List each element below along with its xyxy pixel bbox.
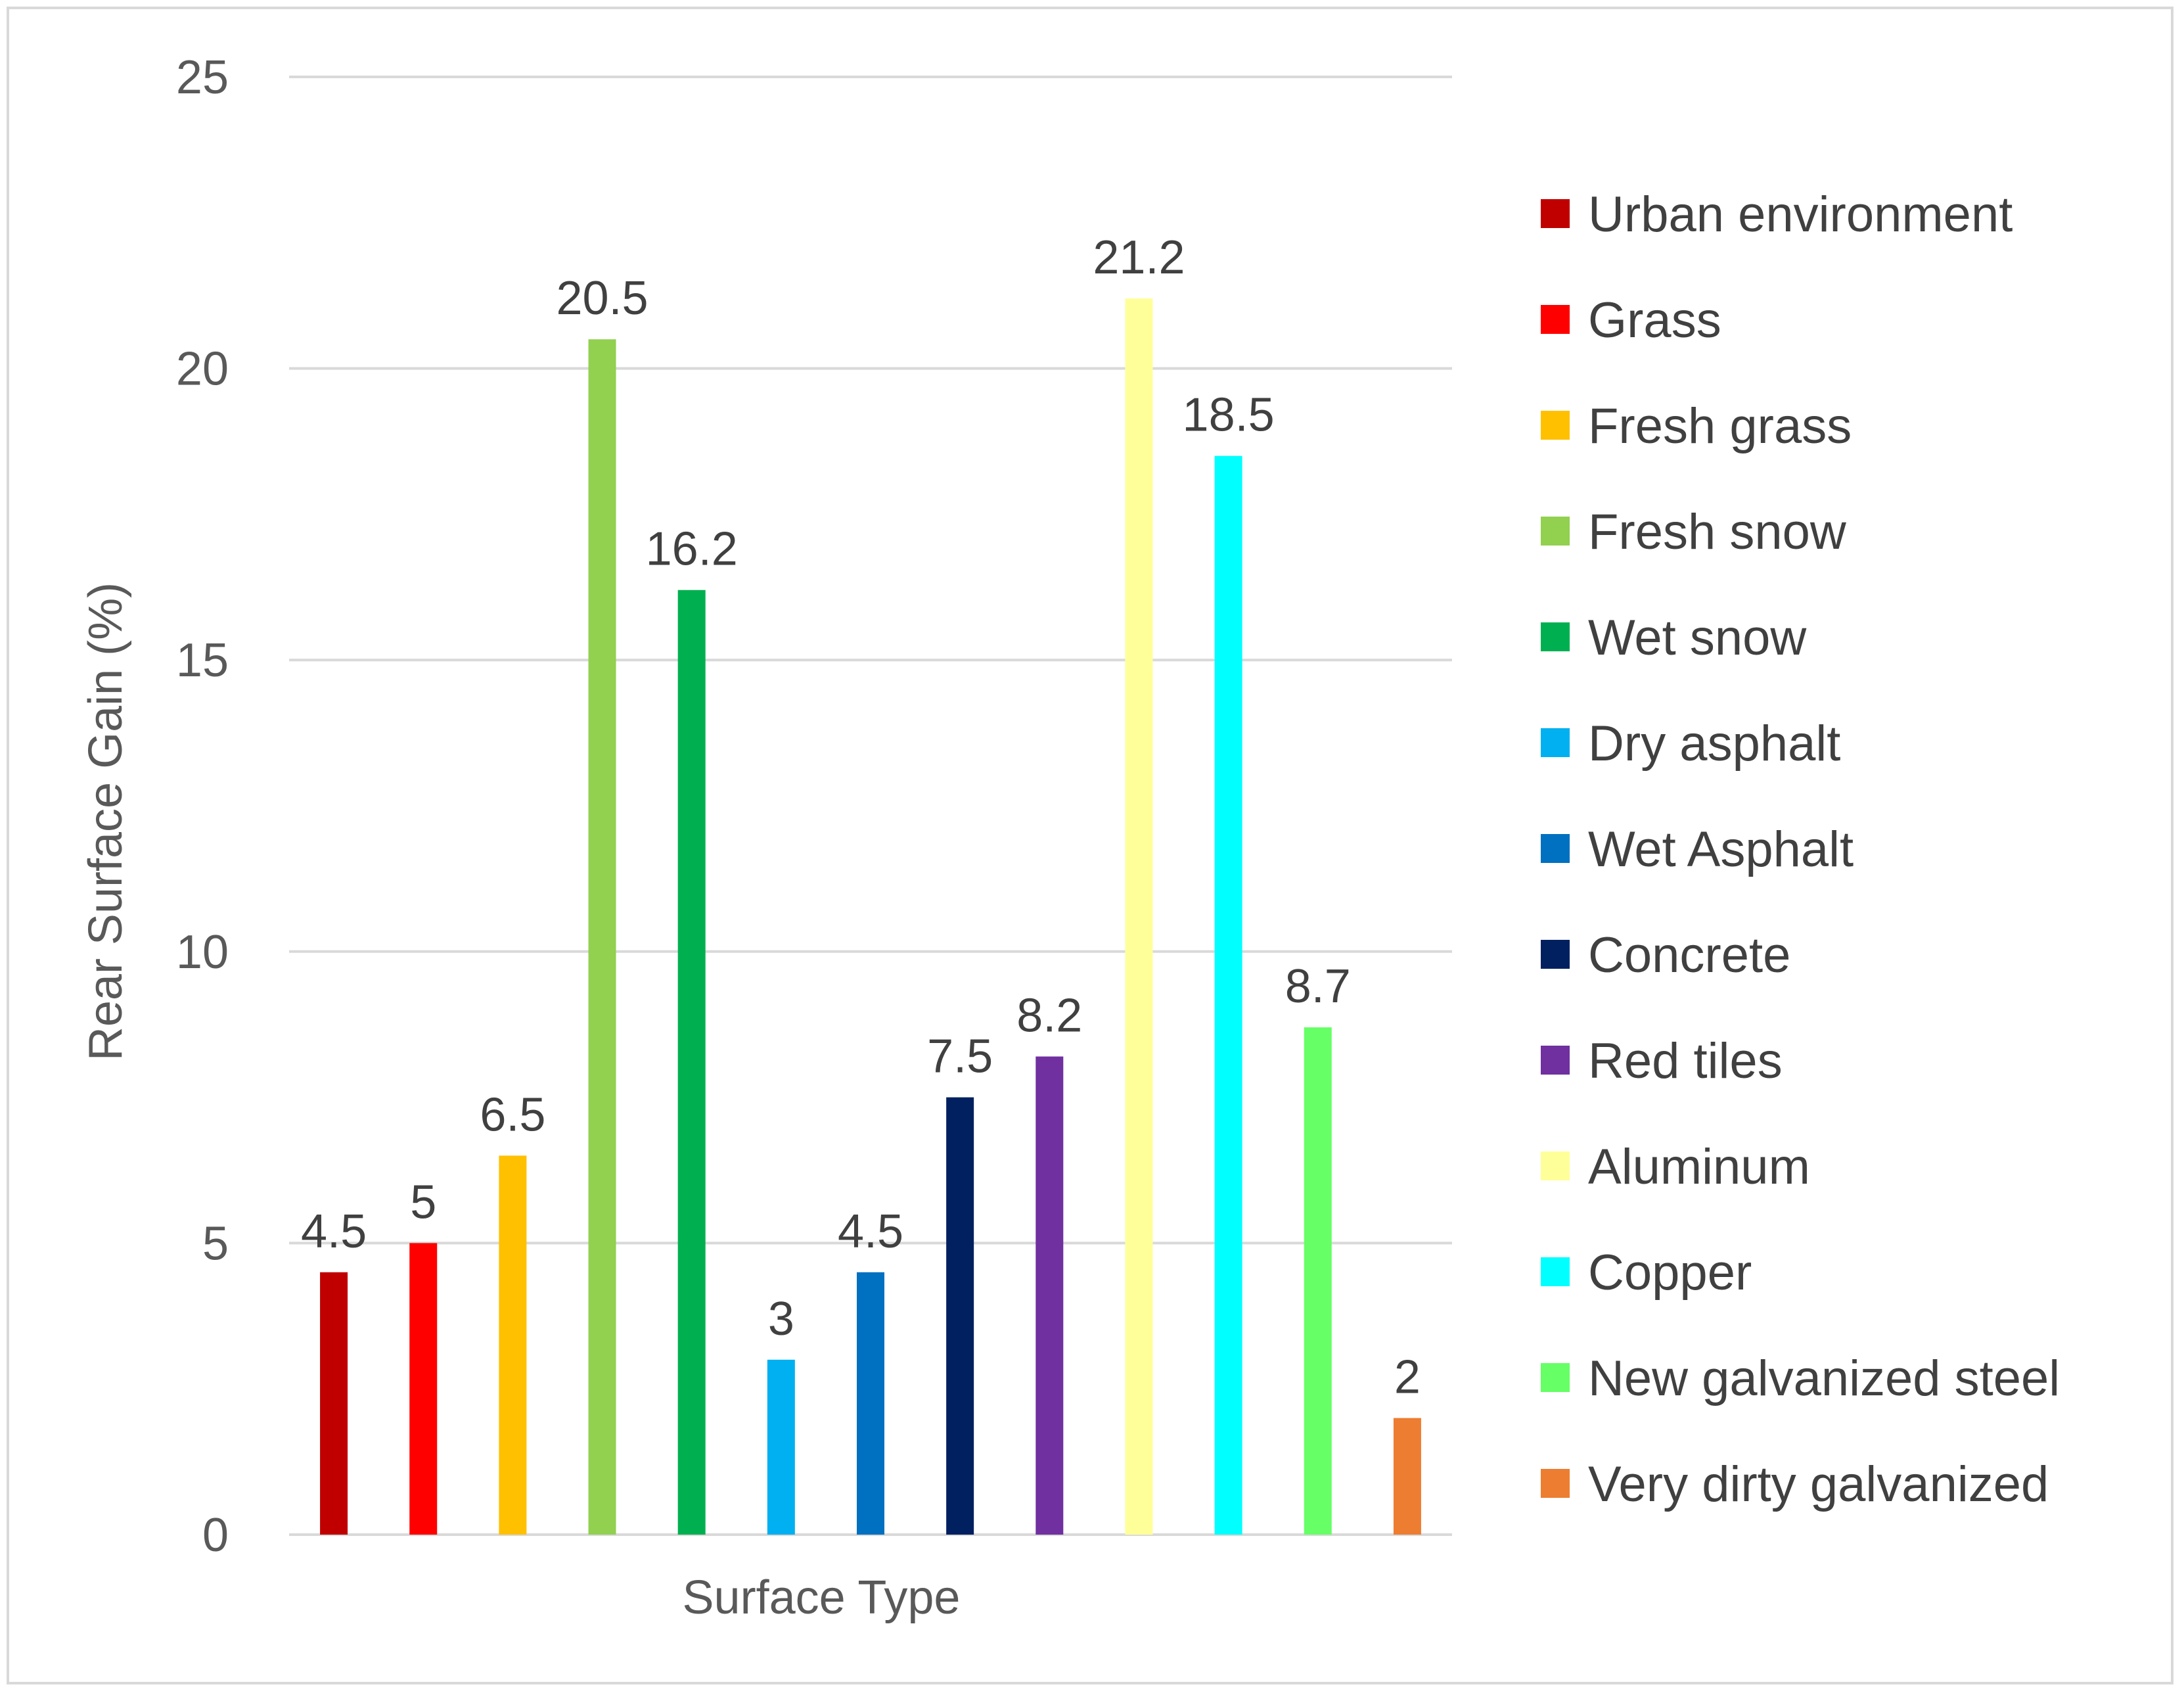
gridlines	[289, 76, 1452, 1536]
bar-red-tiles	[1035, 1056, 1064, 1535]
data-label-dry-asphalt: 3	[768, 1293, 794, 1345]
y-tick-label-25: 25	[176, 51, 229, 104]
bar-wet-snow	[677, 590, 706, 1535]
y-axis-ticks: 0 5 10 15 20 25	[176, 51, 229, 1562]
chart-frame	[7, 7, 2173, 1684]
legend-swatch-new-galvanized-steel	[1541, 1363, 1570, 1392]
legend-label-fresh-snow: Fresh snow	[1588, 504, 1847, 560]
legend-label-concrete: Concrete	[1588, 927, 1790, 983]
data-label-new-galvanized-steel: 8.7	[1285, 960, 1351, 1013]
y-tick-label-10: 10	[176, 926, 229, 979]
bar-copper	[1214, 455, 1242, 1535]
bar-fresh-grass	[499, 1155, 527, 1535]
data-label-wet-asphalt: 4.5	[838, 1205, 903, 1258]
bar-concrete	[946, 1097, 974, 1535]
data-label-fresh-grass: 6.5	[480, 1088, 545, 1141]
bar-very-dirty-galvanized	[1393, 1418, 1421, 1535]
legend-label-wet-snow: Wet snow	[1588, 610, 1807, 666]
y-tick-label-15: 15	[176, 634, 229, 687]
legend-label-urban-environment: Urban environment	[1588, 187, 2013, 243]
bar-aluminum	[1125, 298, 1153, 1535]
data-label-red-tiles: 8.2	[1016, 989, 1082, 1042]
legend-swatch-dry-asphalt	[1541, 728, 1570, 757]
data-label-grass: 5	[410, 1176, 436, 1228]
data-label-wet-snow: 16.2	[646, 523, 738, 576]
y-tick-label-5: 5	[202, 1217, 229, 1270]
legend-swatch-very-dirty-galvanized	[1541, 1469, 1570, 1498]
legend-swatch-fresh-snow	[1541, 517, 1570, 546]
bar-dry-asphalt	[767, 1359, 795, 1535]
legend-label-grass: Grass	[1588, 292, 1721, 348]
y-tick-label-20: 20	[176, 343, 229, 396]
legend-swatch-urban-environment	[1541, 199, 1570, 228]
data-labels: 4.5 5 6.5 20.5 16.2 3 4.5 7.5 8.2 21.2 18.5 8.7 2	[301, 231, 1421, 1403]
legend-swatch-red-tiles	[1541, 1046, 1570, 1075]
data-label-concrete: 7.5	[927, 1031, 993, 1083]
legend-swatch-grass	[1541, 305, 1570, 334]
x-axis-label: Surface Type	[683, 1571, 961, 1624]
data-label-fresh-snow: 20.5	[556, 272, 648, 325]
legend-label-very-dirty-galvanized: Very dirty galvanized	[1588, 1456, 2049, 1512]
data-label-urban-environment: 4.5	[301, 1205, 367, 1258]
legend-label-fresh-grass: Fresh grass	[1588, 398, 1852, 454]
bars	[320, 298, 1421, 1535]
bar-urban-environment	[320, 1272, 348, 1535]
bar-grass	[409, 1243, 438, 1535]
data-label-very-dirty-galvanized: 2	[1394, 1351, 1421, 1404]
data-label-copper: 18.5	[1183, 389, 1275, 442]
data-label-aluminum: 21.2	[1093, 231, 1185, 284]
bar-wet-asphalt	[857, 1272, 884, 1535]
legend-swatch-copper	[1541, 1257, 1570, 1286]
legend-label-aluminum: Aluminum	[1588, 1139, 1810, 1195]
y-axis-label: Rear Surface Gain (%)	[80, 582, 132, 1061]
legend-label-red-tiles: Red tiles	[1588, 1033, 1783, 1089]
bar-fresh-snow	[588, 339, 616, 1535]
legend-label-wet-asphalt: Wet Asphalt	[1588, 822, 1854, 877]
legend-label-new-galvanized-steel: New galvanized steel	[1588, 1351, 2060, 1406]
legend-swatch-wet-asphalt	[1541, 834, 1570, 863]
legend-swatch-aluminum	[1541, 1151, 1570, 1180]
legend-swatch-fresh-grass	[1541, 411, 1570, 440]
legend-label-copper: Copper	[1588, 1245, 1752, 1301]
legend-swatch-wet-snow	[1541, 622, 1570, 651]
legend-swatch-concrete	[1541, 940, 1570, 969]
y-tick-label-0: 0	[202, 1509, 229, 1562]
legend: Urban environment Grass Fresh grass Fresh s…	[1541, 187, 2060, 1512]
legend-label-dry-asphalt: Dry asphalt	[1588, 716, 1840, 772]
bar-new-galvanized-steel	[1304, 1027, 1332, 1535]
